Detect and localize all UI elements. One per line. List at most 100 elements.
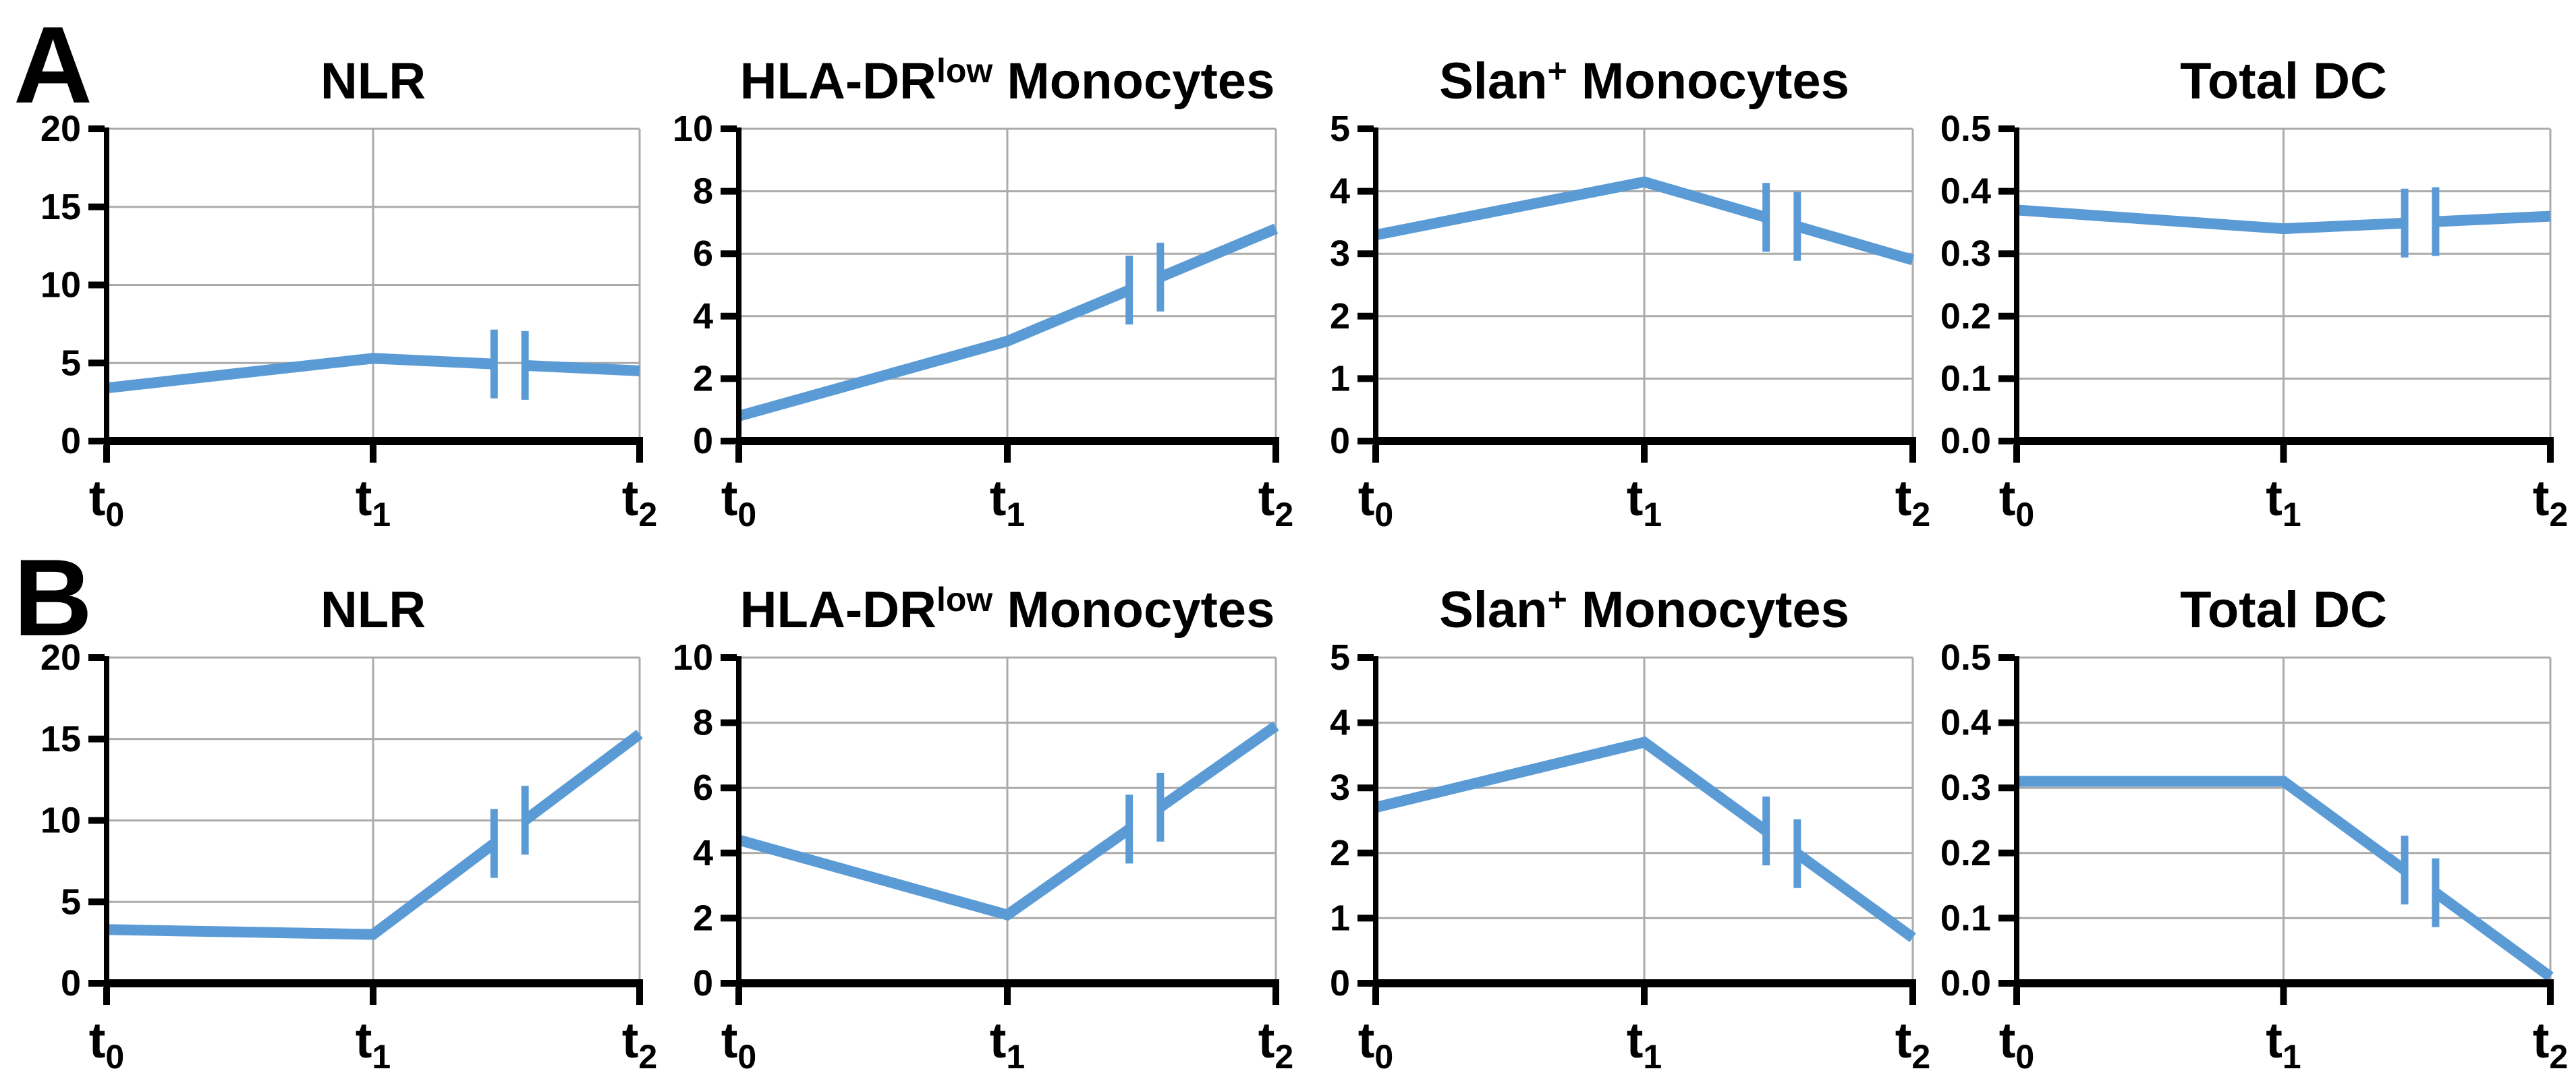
chart-b-total-dc: 0.0 0.1 0.2 0.3 0.4 0.5 t0 t1 t2 Total DC xyxy=(1940,581,2568,1073)
data-line-segment-2 xyxy=(1158,223,1279,283)
y-tick-label: 2 xyxy=(1330,833,1350,873)
y-tick-label: 15 xyxy=(40,187,81,227)
y-tick-label: 20 xyxy=(40,109,81,149)
axis-break-mark xyxy=(2401,836,2409,905)
y-tick-label: 4 xyxy=(1330,703,1350,743)
y-tick-label: 0.1 xyxy=(1940,358,1991,399)
axis-break-mark xyxy=(521,330,529,400)
data-line-segment-1 xyxy=(1374,176,1768,241)
axis-break-mark xyxy=(2432,858,2440,927)
y-tick-label: 2 xyxy=(1330,296,1350,337)
y-tick-label: 8 xyxy=(693,171,713,212)
chart-title: HLA-DRlow Monocytes xyxy=(740,581,1275,639)
chart-title: Total DC xyxy=(2180,53,2387,110)
axis-break-mark xyxy=(1156,242,1165,312)
x-tick-label: t2 xyxy=(2533,470,2568,533)
chart-title: HLA-DRlow Monocytes xyxy=(740,52,1275,110)
data-line-segment-1 xyxy=(2017,776,2408,875)
x-tick-label: t1 xyxy=(356,1012,391,1073)
y-tick-label: 6 xyxy=(693,233,713,274)
y-tick-label: 0.5 xyxy=(1940,637,1991,678)
x-tick-label: t0 xyxy=(1358,1012,1393,1073)
data-line-segment-1 xyxy=(106,839,498,940)
axis-break-mark xyxy=(1125,256,1133,325)
x-tick-label: t0 xyxy=(721,470,756,533)
y-tick-label: 4 xyxy=(1330,171,1350,212)
x-tick-label: t1 xyxy=(990,1012,1025,1073)
y-tick-label: 0 xyxy=(693,421,713,461)
y-tick-label: 1 xyxy=(1330,358,1350,399)
y-tick-label: 0 xyxy=(693,963,713,1004)
y-tick-label: 0.0 xyxy=(1940,421,1991,461)
axis-break-mark xyxy=(2432,187,2440,256)
y-tick-label: 0 xyxy=(61,421,81,461)
chart-title: Total DC xyxy=(2180,581,2387,639)
x-tick-label: t2 xyxy=(1258,1012,1293,1073)
y-tick-label: 10 xyxy=(40,265,81,306)
data-line-segment-1 xyxy=(106,353,495,394)
panel-label-a: A xyxy=(13,4,92,126)
x-tick-label: t1 xyxy=(1627,1012,1662,1073)
y-tick-label: 0.4 xyxy=(1940,703,1991,743)
axis-break-mark xyxy=(1156,772,1165,842)
axis-break-mark xyxy=(490,329,498,399)
y-tick-label: 0.3 xyxy=(1940,233,1991,274)
y-tick-label: 0 xyxy=(1330,963,1350,1004)
chart-b-slan-monocytes: 0 1 2 3 4 5 t0 t1 t2 Slan+ Monocytes xyxy=(1330,581,1930,1073)
x-tick-label: t1 xyxy=(1627,470,1662,533)
y-tick-label: 4 xyxy=(693,833,713,873)
y-tick-label: 5 xyxy=(1330,637,1350,678)
x-tick-label: t2 xyxy=(2533,1012,2568,1073)
data-line-segment-2 xyxy=(2432,888,2554,981)
y-tick-label: 0.4 xyxy=(1940,171,1991,212)
axis-break-mark xyxy=(1793,819,1801,888)
data-line-segment-1 xyxy=(1374,736,1770,836)
axis-break-mark xyxy=(1125,794,1133,864)
x-tick-label: t1 xyxy=(356,470,391,533)
data-line-segment-2 xyxy=(1795,221,1915,266)
y-tick-label: 0 xyxy=(1330,421,1350,461)
y-tick-label: 5 xyxy=(1330,109,1350,149)
data-line-segment-2 xyxy=(2435,210,2551,227)
y-tick-label: 15 xyxy=(40,719,81,759)
y-tick-label: 8 xyxy=(693,703,713,743)
y-tick-label: 0.1 xyxy=(1940,898,1991,938)
x-tick-label: t2 xyxy=(1895,1012,1930,1073)
y-tick-label: 0.0 xyxy=(1940,963,1991,1004)
axis-break-mark xyxy=(1762,796,1770,866)
y-tick-label: 5 xyxy=(61,881,81,922)
y-tick-label: 0.2 xyxy=(1940,833,1991,873)
x-tick-label: t0 xyxy=(721,1012,756,1073)
y-tick-label: 10 xyxy=(673,109,713,149)
chart-title: NLR xyxy=(320,53,426,110)
y-tick-label: 1 xyxy=(1330,898,1350,938)
chart-title: NLR xyxy=(320,581,426,639)
x-tick-label: t1 xyxy=(990,470,1025,533)
x-tick-label: t2 xyxy=(622,1012,657,1073)
y-tick-label: 0.5 xyxy=(1940,109,1991,149)
chart-a-nlr: 0 5 10 15 20 t0 t1 t2 NLR xyxy=(40,53,657,533)
chart-b-nlr: 0 5 10 15 20 t0 t1 t2 NLR xyxy=(40,581,657,1073)
axis-break-mark xyxy=(490,809,498,878)
panel-label-b: B xyxy=(13,537,92,659)
x-tick-label: t1 xyxy=(2266,470,2301,533)
y-tick-label: 20 xyxy=(40,637,81,678)
y-tick-label: 0 xyxy=(61,963,81,1004)
data-line-segment-1 xyxy=(737,285,1131,422)
x-tick-label: t2 xyxy=(1895,470,1930,533)
x-tick-label: t0 xyxy=(89,470,124,533)
y-tick-label: 0.3 xyxy=(1940,767,1991,808)
x-tick-label: t0 xyxy=(1999,1012,2034,1073)
chart-title: Slan+ Monocytes xyxy=(1439,581,1849,639)
chart-a-hla-dr-low-monocytes: 0 2 4 6 8 10 t0 t1 t2 HLA-DRlow Monocytes xyxy=(673,52,1293,533)
axis-break-mark xyxy=(1762,183,1770,252)
chart-a-slan-monocytes: 0 1 2 3 4 5 t0 t1 t2 Slan+ Monocytes xyxy=(1330,52,1930,533)
data-line-segment-1 xyxy=(737,824,1133,921)
y-tick-label: 3 xyxy=(1330,233,1350,274)
y-tick-label: 0.2 xyxy=(1940,296,1991,337)
x-tick-label: t0 xyxy=(1999,470,2034,533)
x-tick-label: t0 xyxy=(1358,470,1393,533)
y-tick-label: 10 xyxy=(40,801,81,841)
